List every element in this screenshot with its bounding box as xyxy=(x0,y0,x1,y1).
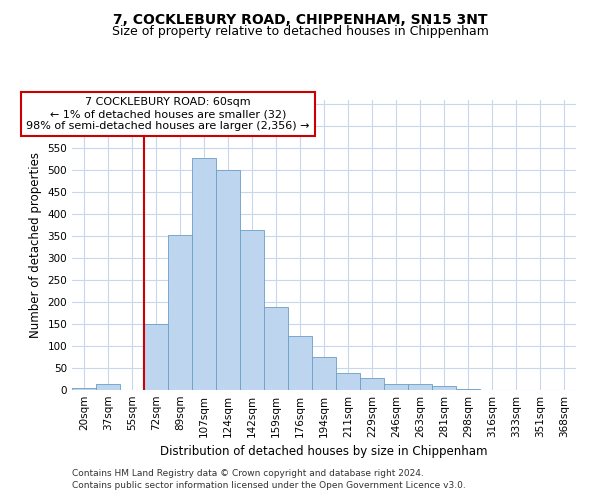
Text: 7, COCKLEBURY ROAD, CHIPPENHAM, SN15 3NT: 7, COCKLEBURY ROAD, CHIPPENHAM, SN15 3NT xyxy=(113,12,487,26)
Bar xyxy=(192,158,216,390)
Bar xyxy=(144,324,168,390)
X-axis label: Distribution of detached houses by size in Chippenham: Distribution of detached houses by size … xyxy=(160,446,488,458)
Bar xyxy=(336,374,360,390)
Bar xyxy=(432,386,456,390)
Bar xyxy=(240,230,264,390)
Bar xyxy=(216,170,240,390)
Bar xyxy=(96,384,120,390)
Bar xyxy=(72,388,96,390)
Text: Contains public sector information licensed under the Open Government Licence v3: Contains public sector information licen… xyxy=(72,481,466,490)
Text: Size of property relative to detached houses in Chippenham: Size of property relative to detached ho… xyxy=(112,25,488,38)
Bar xyxy=(288,336,312,390)
Bar xyxy=(456,388,480,390)
Bar xyxy=(168,235,192,390)
Text: 7 COCKLEBURY ROAD: 60sqm
← 1% of detached houses are smaller (32)
98% of semi-de: 7 COCKLEBURY ROAD: 60sqm ← 1% of detache… xyxy=(26,98,310,130)
Bar xyxy=(264,308,288,390)
Bar xyxy=(360,378,384,390)
Y-axis label: Number of detached properties: Number of detached properties xyxy=(29,152,42,338)
Bar xyxy=(384,384,408,390)
Bar xyxy=(408,384,432,390)
Text: Contains HM Land Registry data © Crown copyright and database right 2024.: Contains HM Land Registry data © Crown c… xyxy=(72,468,424,477)
Bar xyxy=(312,357,336,390)
